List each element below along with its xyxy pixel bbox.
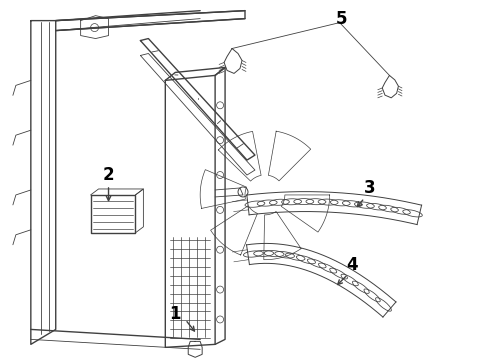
Text: 2: 2 bbox=[103, 166, 114, 184]
Text: 5: 5 bbox=[336, 10, 347, 28]
Text: 3: 3 bbox=[364, 179, 375, 197]
Text: 4: 4 bbox=[346, 256, 357, 274]
Text: 1: 1 bbox=[170, 306, 181, 324]
